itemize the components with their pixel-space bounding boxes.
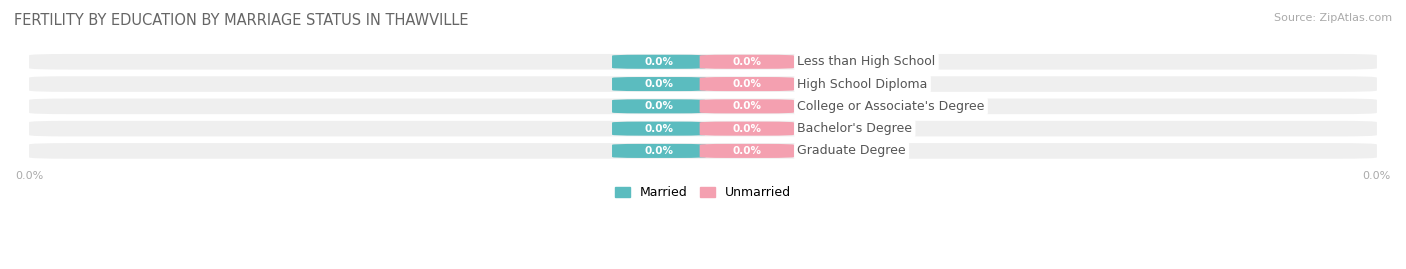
- Text: 0.0%: 0.0%: [733, 124, 761, 134]
- FancyBboxPatch shape: [612, 144, 706, 158]
- FancyBboxPatch shape: [30, 76, 1376, 92]
- Text: 0.0%: 0.0%: [733, 57, 761, 67]
- FancyBboxPatch shape: [30, 98, 1376, 114]
- Text: 0.0%: 0.0%: [645, 146, 673, 156]
- Text: 0.0%: 0.0%: [733, 79, 761, 89]
- Text: Less than High School: Less than High School: [797, 55, 935, 68]
- Text: 0.0%: 0.0%: [645, 57, 673, 67]
- FancyBboxPatch shape: [612, 99, 706, 113]
- Text: 0.0%: 0.0%: [645, 79, 673, 89]
- Text: 0.0%: 0.0%: [645, 124, 673, 134]
- Text: Graduate Degree: Graduate Degree: [797, 144, 905, 157]
- FancyBboxPatch shape: [700, 144, 794, 158]
- Text: FERTILITY BY EDUCATION BY MARRIAGE STATUS IN THAWVILLE: FERTILITY BY EDUCATION BY MARRIAGE STATU…: [14, 13, 468, 29]
- Text: College or Associate's Degree: College or Associate's Degree: [797, 100, 984, 113]
- Text: 0.0%: 0.0%: [645, 101, 673, 111]
- Text: High School Diploma: High School Diploma: [797, 77, 928, 91]
- FancyBboxPatch shape: [30, 143, 1376, 159]
- Text: 0.0%: 0.0%: [733, 101, 761, 111]
- FancyBboxPatch shape: [700, 55, 794, 69]
- Legend: Married, Unmarried: Married, Unmarried: [610, 181, 796, 204]
- FancyBboxPatch shape: [612, 122, 706, 136]
- FancyBboxPatch shape: [700, 77, 794, 91]
- FancyBboxPatch shape: [612, 77, 706, 91]
- Text: Bachelor's Degree: Bachelor's Degree: [797, 122, 912, 135]
- Text: Source: ZipAtlas.com: Source: ZipAtlas.com: [1274, 13, 1392, 23]
- FancyBboxPatch shape: [612, 55, 706, 69]
- Text: 0.0%: 0.0%: [733, 146, 761, 156]
- FancyBboxPatch shape: [700, 99, 794, 113]
- FancyBboxPatch shape: [700, 122, 794, 136]
- FancyBboxPatch shape: [30, 121, 1376, 136]
- FancyBboxPatch shape: [30, 54, 1376, 70]
